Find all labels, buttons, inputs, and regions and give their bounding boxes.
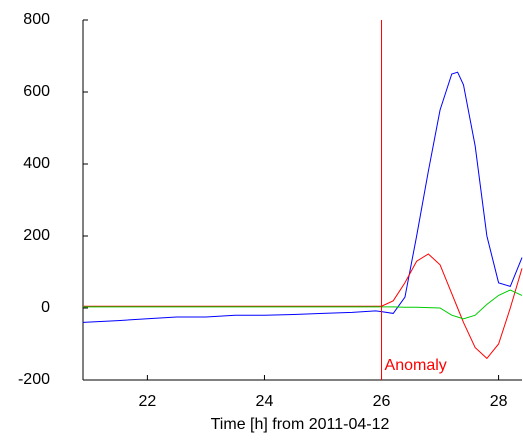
y-tick-label: 0 bbox=[41, 299, 50, 316]
series-line bbox=[83, 253, 523, 360]
y-tick-label: -200 bbox=[18, 371, 50, 388]
x-tick-label: 22 bbox=[138, 393, 156, 410]
x-tick-label: 24 bbox=[256, 393, 274, 410]
series-line bbox=[82, 71, 523, 323]
y-tick-label: 600 bbox=[23, 83, 50, 100]
x-tick-label: 28 bbox=[490, 393, 508, 410]
series-line bbox=[83, 289, 523, 320]
y-tick-label: 400 bbox=[23, 155, 50, 172]
y-tick-label: 200 bbox=[23, 227, 50, 244]
y-tick-label: 800 bbox=[23, 11, 50, 28]
x-tick-label: 26 bbox=[373, 393, 391, 410]
anomaly-label: Anomaly bbox=[385, 357, 447, 374]
x-axis-label: Time [h] from 2011-04-12 bbox=[211, 416, 390, 433]
